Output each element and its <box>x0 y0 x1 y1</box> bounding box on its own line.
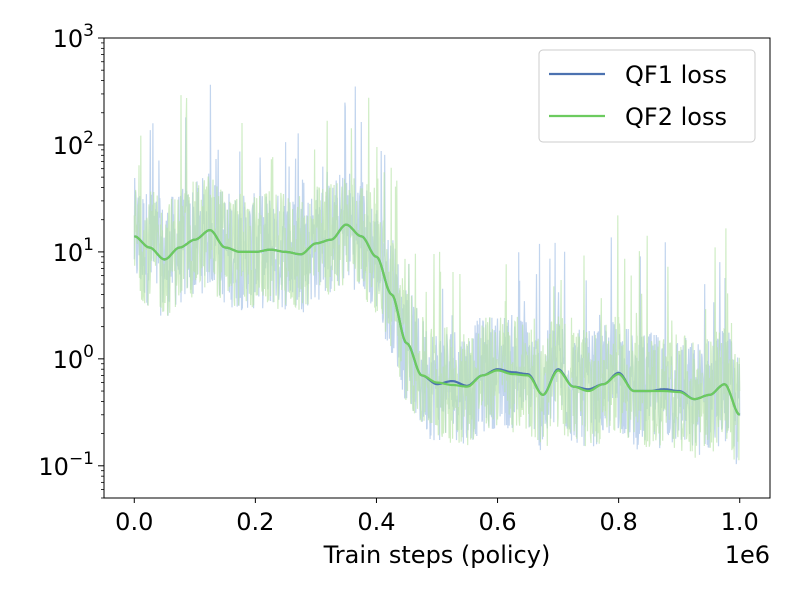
x-tick-label: 1.0 <box>721 508 759 536</box>
legend-label: QF2 loss <box>625 103 727 131</box>
x-axis: 0.0 0.2 0.4 0.6 0.8 1.0 <box>115 498 759 536</box>
y-axis: 10−1 100 101 102 103 <box>38 21 104 499</box>
series-raw-trace-2 <box>133 95 741 461</box>
x-tick-label: 0.8 <box>600 508 638 536</box>
x-tick-label: 0.6 <box>478 508 516 536</box>
y-tick-label: 100 <box>53 342 94 374</box>
axes-frame <box>103 37 771 499</box>
x-axis-offset-label: 1e6 <box>725 541 770 569</box>
plot-area <box>133 84 741 465</box>
x-axis-label: Train steps (policy) <box>323 541 551 569</box>
y-tick-label: 102 <box>53 128 94 160</box>
y-tick-label: 103 <box>53 21 94 53</box>
series-line-2 <box>134 223 741 416</box>
legend-label: QF1 loss <box>625 61 727 89</box>
x-tick-label: 0.0 <box>115 508 153 536</box>
legend: QF1 loss QF2 loss <box>538 49 756 143</box>
y-tick-label: 10−1 <box>38 449 94 481</box>
x-tick-label: 0.4 <box>357 508 395 536</box>
y-tick-label: 101 <box>53 235 94 267</box>
x-tick-label: 0.2 <box>236 508 274 536</box>
